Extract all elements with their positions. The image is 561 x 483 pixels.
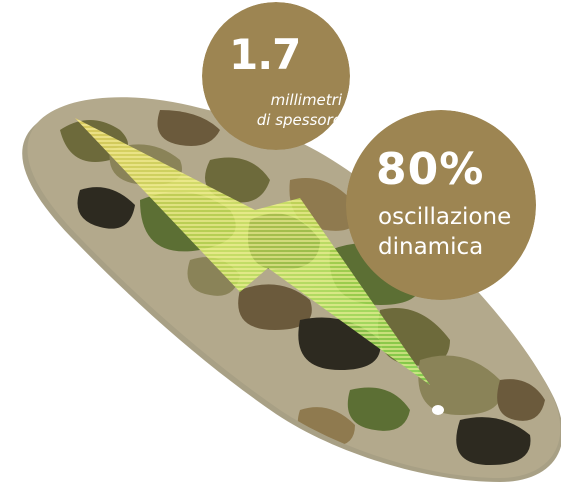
thickness-unit: millimetri [270,91,342,109]
oscillation-label: oscillazione [378,204,512,230]
thickness-badge: 1.7 millimetri di spessore [202,2,350,150]
badge-circle-shape [202,2,350,150]
oscillation-badge: 80% oscillazione dinamica [346,110,536,300]
badge-circle-shape [346,110,536,300]
oscillation-value: 80% [376,144,485,195]
oscillation-caption: dinamica [378,234,484,260]
thickness-value: 1.7 [229,30,301,79]
thickness-caption: di spessore [256,111,342,129]
